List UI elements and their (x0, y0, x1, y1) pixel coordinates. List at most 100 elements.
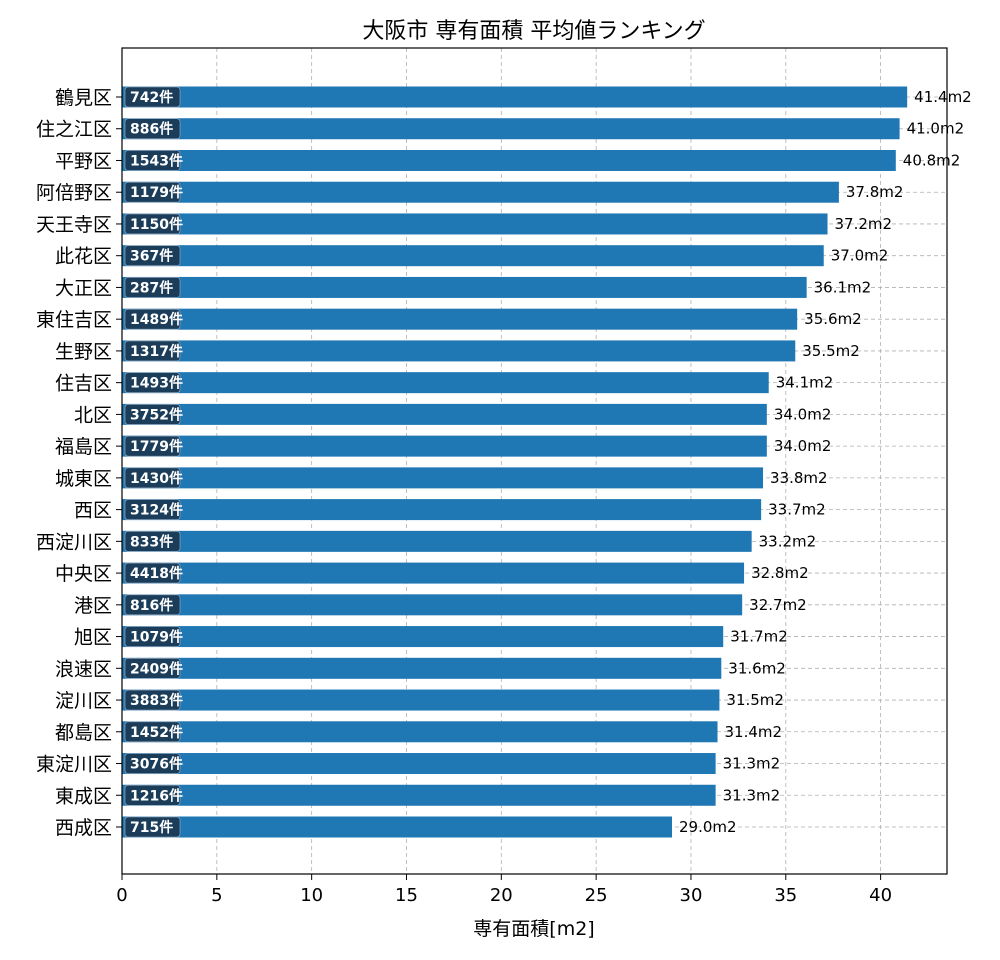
bar (122, 403, 767, 425)
count-label: 742件 (130, 89, 173, 106)
bar (122, 149, 896, 171)
count-badge (124, 150, 181, 171)
count-label: 1779件 (130, 438, 183, 455)
bar (122, 657, 722, 679)
bar (122, 308, 798, 330)
y-tick-label: 天王寺区 (36, 214, 112, 236)
count-label: 1493件 (130, 375, 183, 392)
count-label: 715件 (130, 819, 173, 836)
count-label: 1452件 (130, 724, 183, 741)
bar (122, 118, 900, 140)
bar (122, 213, 828, 235)
x-tick-label: 15 (395, 885, 418, 906)
x-tick-label: 30 (680, 885, 703, 906)
value-label: 35.6m2 (804, 310, 862, 328)
value-label: 31.3m2 (723, 786, 781, 804)
count-label: 4418件 (130, 565, 183, 582)
count-badge (124, 816, 181, 838)
value-label: 34.0m2 (774, 405, 832, 423)
count-label: 816件 (130, 597, 173, 614)
bar (122, 499, 762, 521)
count-badge (124, 277, 181, 298)
x-tick-label: 10 (300, 885, 323, 906)
bar (122, 689, 720, 711)
bar (122, 562, 745, 584)
y-tick-label: 西成区 (55, 817, 112, 839)
y-tick-label: 生野区 (55, 341, 112, 363)
bar (122, 435, 767, 457)
count-badge (124, 467, 181, 489)
count-badge (124, 499, 181, 520)
count-label: 1079件 (130, 629, 183, 646)
count-label: 1150件 (130, 216, 183, 233)
bar (122, 626, 724, 648)
x-tick-label: 5 (211, 885, 222, 906)
bar (122, 784, 716, 806)
value-label: 31.6m2 (728, 659, 786, 677)
y-tick-label: 浪速区 (55, 658, 112, 680)
value-label: 41.0m2 (907, 120, 965, 138)
count-badge (124, 245, 181, 266)
count-badge (124, 435, 181, 457)
bar (122, 816, 672, 838)
value-label: 32.7m2 (749, 596, 807, 614)
value-label: 35.5m2 (802, 342, 860, 360)
bar (122, 594, 743, 616)
count-label: 367件 (130, 248, 173, 265)
x-tick-label: 25 (585, 885, 608, 906)
count-badge (124, 784, 181, 806)
count-badge (124, 340, 181, 362)
y-tick-label: 都島区 (55, 722, 112, 744)
count-badge (124, 404, 181, 425)
bar (122, 530, 752, 552)
count-label: 3752件 (130, 406, 183, 423)
value-label: 37.2m2 (835, 215, 893, 233)
count-label: 2409件 (130, 660, 183, 677)
count-label: 3883件 (130, 692, 183, 709)
count-label: 1216件 (130, 787, 183, 804)
bar (122, 276, 807, 298)
value-label: 31.4m2 (725, 723, 783, 741)
y-tick-label: 鶴見区 (55, 87, 112, 109)
value-label: 33.2m2 (759, 532, 817, 550)
x-tick-label: 35 (774, 885, 797, 906)
y-tick-label: 阿倍野区 (36, 182, 112, 204)
value-label: 36.1m2 (814, 278, 872, 296)
x-tick-label: 40 (869, 885, 892, 906)
y-tick-label: 福島区 (55, 436, 112, 458)
count-badge (124, 626, 181, 647)
count-badge (124, 86, 181, 108)
count-badge (124, 213, 181, 235)
value-label: 41.4m2 (914, 88, 972, 106)
chart-title: 大阪市 専有面積 平均値ランキング (362, 19, 705, 44)
value-label: 33.7m2 (768, 501, 826, 519)
bar (122, 721, 718, 743)
count-label: 287件 (130, 279, 173, 296)
y-tick-label: 北区 (74, 404, 112, 426)
count-badge (124, 308, 181, 330)
count-badge (124, 753, 181, 774)
value-label: 29.0m2 (679, 818, 737, 836)
value-label: 33.8m2 (770, 469, 828, 487)
y-tick-label: 東成区 (55, 785, 112, 807)
y-tick-label: 東住吉区 (36, 309, 112, 331)
value-label: 34.1m2 (776, 374, 834, 392)
count-label: 1543件 (130, 152, 183, 169)
count-badge (124, 372, 181, 393)
y-tick-label: 旭区 (74, 627, 112, 649)
value-label: 37.8m2 (846, 183, 904, 201)
bar (122, 372, 769, 394)
count-badge (124, 689, 181, 711)
value-label: 32.8m2 (751, 564, 809, 582)
count-badge (124, 181, 181, 203)
x-tick-label: 20 (490, 885, 513, 906)
count-label: 1430件 (130, 470, 183, 487)
count-label: 833件 (130, 533, 173, 550)
count-badge (124, 118, 181, 140)
y-tick-label: 住之江区 (36, 119, 112, 141)
y-tick-label: 中央区 (55, 563, 112, 585)
x-axis-label: 専有面積[m2] (473, 918, 594, 940)
y-tick-label: 此花区 (55, 246, 112, 268)
plot-frame (121, 47, 948, 875)
